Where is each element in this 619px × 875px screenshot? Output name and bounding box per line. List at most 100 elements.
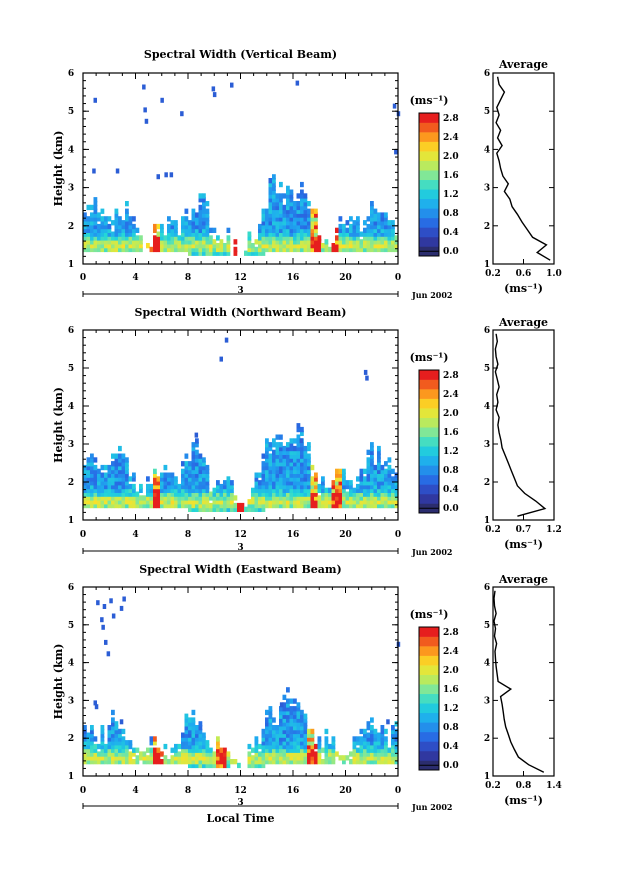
heatmap-cell — [90, 743, 94, 750]
heatmap-cell — [195, 755, 199, 761]
heatmap-cell — [226, 487, 231, 493]
heatmap-cell — [268, 502, 273, 509]
average-line — [493, 590, 545, 773]
heatmap-cell — [83, 740, 87, 746]
heatmap-cell — [107, 464, 112, 471]
heatmap-cell — [86, 246, 91, 253]
heatmap-cell — [93, 231, 98, 237]
heatmap-cell — [282, 468, 287, 474]
heatmap-cell — [146, 502, 150, 509]
y-axis-label: Height (km) — [52, 131, 65, 207]
heatmap-cell — [125, 747, 129, 753]
heatmap-cell — [296, 709, 301, 716]
heatmap-cell — [90, 461, 94, 467]
heatmap-cell — [191, 223, 196, 230]
heatmap-cell — [293, 706, 297, 712]
heatmap-cell — [335, 751, 339, 757]
heatmap-cell — [296, 721, 301, 727]
heatmap-cell — [338, 476, 343, 482]
colorbar-tick-label: 0.4 — [443, 228, 459, 238]
heatmap-cell — [118, 246, 122, 253]
heatmap-cell — [363, 732, 367, 738]
heatmap-cell — [83, 483, 87, 490]
heatmap-cell — [258, 495, 262, 501]
heatmap-cell — [275, 464, 280, 471]
heatmap-cell — [300, 231, 304, 237]
heatmap-cell — [300, 468, 304, 474]
heatmap-cell — [310, 487, 315, 493]
heatmap-cell — [272, 472, 276, 478]
heatmap-cell — [258, 755, 262, 761]
heatmap-cell — [394, 747, 399, 753]
heatmap-cell — [282, 235, 287, 241]
heatmap-cell — [303, 728, 308, 735]
heatmap-cell — [265, 239, 269, 245]
heatmap-cell — [394, 751, 399, 757]
heatmap-cell — [363, 495, 367, 501]
heatmap-cell — [153, 468, 157, 474]
heatmap-cell — [289, 239, 294, 245]
heatmap-cell — [391, 491, 395, 497]
heatmap-cell — [345, 491, 350, 497]
heatmap-cell — [254, 476, 259, 482]
heatmap-cell — [198, 747, 203, 753]
heatmap-cell — [268, 464, 273, 471]
heatmap-cell — [349, 246, 353, 253]
heatmap-cell — [303, 743, 308, 750]
heatmap-cell — [279, 751, 283, 757]
heatmap-cell — [118, 759, 122, 765]
heatmap-cell — [121, 736, 126, 742]
heatmap-cell — [118, 220, 122, 226]
heatmap-cell — [349, 487, 353, 493]
y-tick-label: 5 — [68, 107, 74, 117]
heatmap-cell — [247, 755, 252, 761]
heatmap-cell — [111, 759, 115, 765]
heatmap-cell — [184, 491, 189, 497]
heatmap-cell — [90, 495, 94, 501]
heatmap-cell — [363, 227, 367, 233]
average-x-label: (ms⁻¹) — [504, 794, 543, 807]
heatmap-cell — [317, 483, 322, 490]
heatmap-cell — [317, 759, 322, 765]
heatmap-cell — [114, 499, 119, 505]
heatmap-cell — [275, 472, 280, 478]
x-tick-label: 20 — [339, 273, 352, 283]
heatmap-cell — [156, 759, 161, 765]
heatmap-cell — [296, 208, 301, 214]
heatmap-cell — [174, 487, 178, 493]
heatmap-cell — [289, 438, 294, 444]
heatmap-cell — [387, 751, 392, 757]
heatmap-cell — [352, 755, 357, 761]
heatmap-cell — [111, 755, 115, 761]
heatmap-cell — [338, 223, 343, 230]
heatmap-cell — [307, 755, 311, 761]
heatmap-cell — [216, 499, 220, 505]
heatmap-cell — [384, 502, 388, 509]
heatmap-cell — [109, 598, 113, 604]
heatmap-cell — [93, 235, 98, 241]
heatmap-cell — [282, 453, 287, 459]
heatmap-cell — [86, 204, 91, 211]
heatmap-cell — [254, 502, 259, 509]
heatmap-cell — [272, 743, 276, 750]
heatmap-cell — [167, 476, 171, 482]
heatmap-cell — [83, 755, 87, 761]
heatmap-cell — [191, 499, 196, 505]
heatmap-cell — [114, 235, 119, 241]
heatmap-cell — [268, 709, 273, 716]
heatmap-cell — [128, 231, 133, 237]
heatmap-cell — [198, 762, 203, 769]
heatmap-cell — [279, 728, 283, 735]
heatmap-cell — [307, 491, 311, 497]
heatmap-cell — [191, 227, 196, 233]
heatmap-cell — [268, 223, 273, 230]
heatmap-cell — [219, 243, 224, 249]
heatmap-cell — [142, 499, 147, 505]
heatmap-cell — [307, 747, 311, 753]
heatmap-cell — [293, 461, 297, 467]
heatmap-cell — [289, 189, 294, 195]
heatmap-cell — [272, 717, 276, 723]
month-label: Jun 2002 — [411, 290, 452, 300]
heatmap-cell — [373, 220, 378, 226]
heatmap-cell — [314, 476, 318, 482]
